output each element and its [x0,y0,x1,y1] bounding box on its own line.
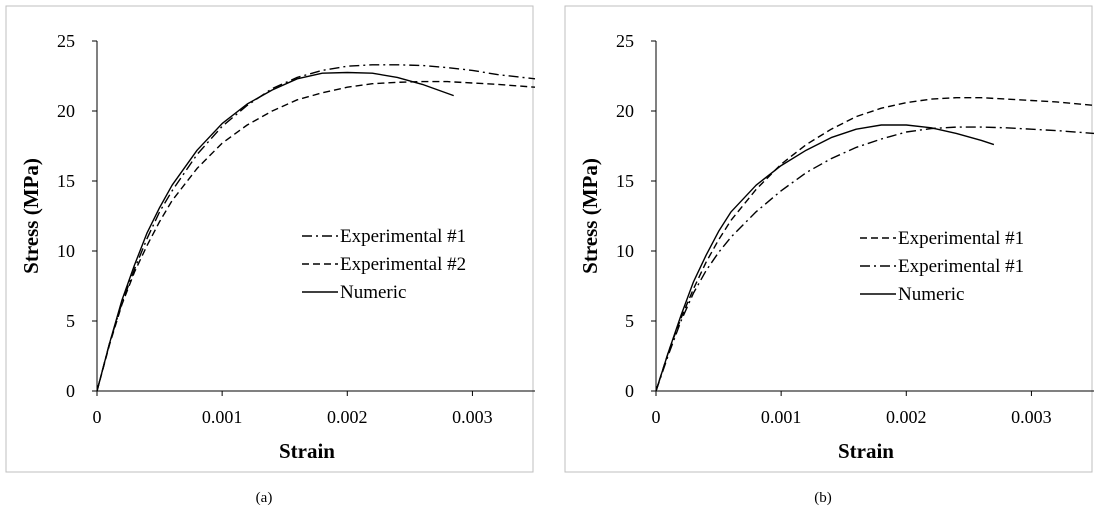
x-tick-label: 0.001 [761,407,802,427]
legend-label: Numeric [898,284,964,305]
x-tick-label: 0.001 [202,407,243,427]
legend: Experimental #1 Experimental #2 Numeric [302,226,466,303]
legend-label: Experimental #1 [340,226,466,247]
y-tick-label: 20 [57,101,75,121]
y-tick-label: 10 [57,241,75,261]
legend-label: Experimental #1 [898,256,1024,277]
legend-label: Experimental #2 [340,254,466,275]
ticks-layer: 0 5 10 15 20 25 0 0.001 0.002 0.003 [616,31,1052,427]
chart-frame [5,5,534,473]
legend-label: Numeric [340,282,406,303]
x-tick-label: 0 [652,407,661,427]
series-line-3 [655,124,995,392]
chart-panel-b: 0 5 10 15 20 25 0 0.001 0.002 0.003 Strain Stress… [564,5,1095,506]
x-tick-label: 0.002 [886,407,927,427]
y-tick-label: 20 [616,101,634,121]
legend-item: Experimental #1 [860,228,1024,249]
series-layer [655,97,1095,392]
chart-frame [564,5,1093,473]
panel-caption: (a) [256,490,273,506]
y-tick-label: 5 [66,311,75,331]
series-line-1 [96,64,536,392]
y-axis-title: Stress (MPa) [19,158,43,274]
x-tick-label: 0 [93,407,102,427]
y-tick-label: 15 [57,171,75,191]
y-axis-title: Stress (MPa) [578,158,602,274]
x-axis-title: Strain [838,439,894,463]
ticks-layer: 0 5 10 15 20 25 0 0.001 0.002 0.003 [57,31,493,427]
y-tick-label: 10 [616,241,634,261]
legend-item: Experimental #2 [302,254,466,275]
axes [96,41,535,392]
x-tick-label: 0.002 [327,407,368,427]
y-tick-label: 25 [616,31,634,51]
y-tick-label: 15 [616,171,634,191]
y-tick-label: 25 [57,31,75,51]
series-line-2 [96,80,536,392]
series-layer [96,64,536,392]
legend-item: Experimental #1 [302,226,466,247]
legend-item: Numeric [302,282,406,303]
x-tick-label: 0.003 [452,407,493,427]
panel-caption: (b) [814,490,832,506]
series-line-3 [96,71,454,392]
legend: Experimental #1 Experimental #1 Numeric [860,228,1024,305]
legend-item: Numeric [860,284,964,305]
x-tick-label: 0.003 [1011,407,1052,427]
x-axis-title: Strain [279,439,335,463]
y-tick-label: 5 [625,311,634,331]
y-tick-label: 0 [625,381,634,401]
legend-label: Experimental #1 [898,228,1024,249]
series-line-2 [655,126,1095,392]
axes [655,41,1094,392]
legend-item: Experimental #1 [860,256,1024,277]
y-tick-label: 0 [66,381,75,401]
series-line-1 [655,97,1095,392]
chart-panel-a: 0 5 10 15 20 25 0 0.001 0.002 0.003 Strain Stress… [5,5,536,506]
